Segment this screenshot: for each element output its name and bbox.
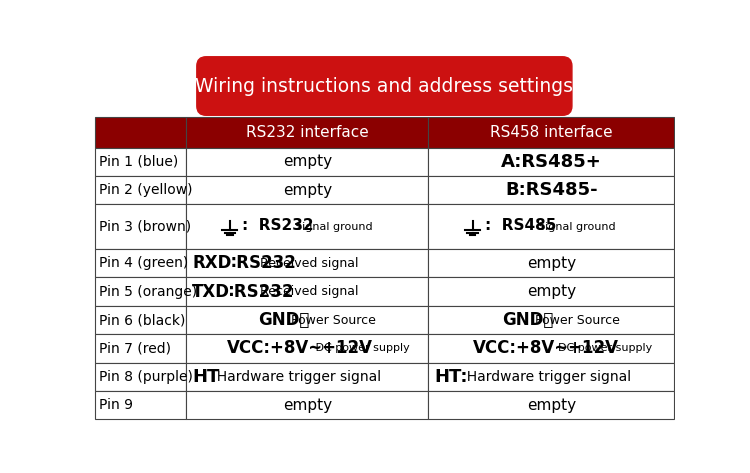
- Text: Pin 1 (blue): Pin 1 (blue): [99, 155, 178, 169]
- Text: Wiring instructions and address settings: Wiring instructions and address settings: [195, 77, 573, 96]
- Text: empty: empty: [526, 284, 576, 299]
- Text: Received signal: Received signal: [256, 257, 358, 270]
- Bar: [186, 278, 428, 306]
- Bar: [428, 334, 674, 363]
- Bar: [428, 204, 674, 249]
- Text: RS458 interface: RS458 interface: [490, 125, 613, 140]
- Text: HT: HT: [192, 368, 220, 386]
- Text: Hardware trigger signal: Hardware trigger signal: [208, 370, 381, 384]
- Bar: [428, 306, 674, 334]
- Text: empty: empty: [283, 183, 332, 198]
- Text: RS232 interface: RS232 interface: [246, 125, 369, 140]
- Text: TXD∶RS232: TXD∶RS232: [192, 283, 295, 301]
- Bar: [428, 391, 674, 420]
- Text: empty: empty: [283, 398, 332, 413]
- Text: Pin 3 (brown): Pin 3 (brown): [99, 220, 191, 234]
- Bar: [428, 117, 674, 148]
- Bar: [94, 204, 186, 249]
- Text: Pin 9: Pin 9: [99, 398, 134, 412]
- Text: Signal ground: Signal ground: [295, 222, 373, 232]
- Text: :  RS485: : RS485: [485, 219, 556, 234]
- Bar: [94, 148, 186, 176]
- Text: RXD∶RS232: RXD∶RS232: [192, 254, 296, 272]
- Text: empty: empty: [283, 154, 332, 169]
- Bar: [94, 278, 186, 306]
- Text: DC power supply: DC power supply: [312, 343, 410, 353]
- Text: Power Source: Power Source: [531, 314, 620, 326]
- Text: :  RS232: : RS232: [242, 219, 314, 234]
- Bar: [186, 176, 428, 204]
- Bar: [186, 204, 428, 249]
- Bar: [94, 391, 186, 420]
- Text: Pin 7 (red): Pin 7 (red): [99, 342, 171, 355]
- Text: Received signal: Received signal: [256, 285, 358, 298]
- Bar: [186, 391, 428, 420]
- Text: Pin 2 (yellow): Pin 2 (yellow): [99, 183, 193, 197]
- Bar: [94, 334, 186, 363]
- Bar: [186, 363, 428, 391]
- Text: Pin 8 (purple): Pin 8 (purple): [99, 370, 193, 384]
- Bar: [428, 363, 674, 391]
- Text: HT:: HT:: [435, 368, 468, 386]
- Bar: [428, 249, 674, 278]
- Text: Power Source: Power Source: [286, 314, 376, 326]
- Text: empty: empty: [526, 256, 576, 271]
- Text: A:RS485+: A:RS485+: [501, 153, 602, 171]
- Bar: [94, 306, 186, 334]
- Text: Hardware trigger signal: Hardware trigger signal: [458, 370, 631, 384]
- Text: VCC:+8V~+12V: VCC:+8V~+12V: [226, 340, 373, 358]
- Bar: [428, 278, 674, 306]
- FancyBboxPatch shape: [196, 57, 572, 115]
- Text: Signal ground: Signal ground: [538, 222, 616, 232]
- Text: Pin 4 (green): Pin 4 (green): [99, 256, 188, 270]
- Bar: [186, 306, 428, 334]
- Bar: [186, 148, 428, 176]
- Bar: [186, 117, 428, 148]
- Bar: [94, 117, 186, 148]
- Bar: [428, 148, 674, 176]
- Bar: [186, 334, 428, 363]
- Bar: [186, 249, 428, 278]
- Text: GND：: GND：: [503, 311, 554, 329]
- Text: DC power supply: DC power supply: [559, 343, 652, 353]
- Text: VCC:+8V~+12V: VCC:+8V~+12V: [473, 340, 620, 358]
- Bar: [94, 176, 186, 204]
- Text: Pin 6 (black): Pin 6 (black): [99, 313, 185, 327]
- Bar: [428, 176, 674, 204]
- Bar: [94, 363, 186, 391]
- Bar: [94, 249, 186, 278]
- Text: GND：: GND：: [259, 311, 310, 329]
- Text: B:RS485-: B:RS485-: [505, 181, 598, 199]
- Text: Pin 5 (orange): Pin 5 (orange): [99, 285, 197, 298]
- Text: empty: empty: [526, 398, 576, 413]
